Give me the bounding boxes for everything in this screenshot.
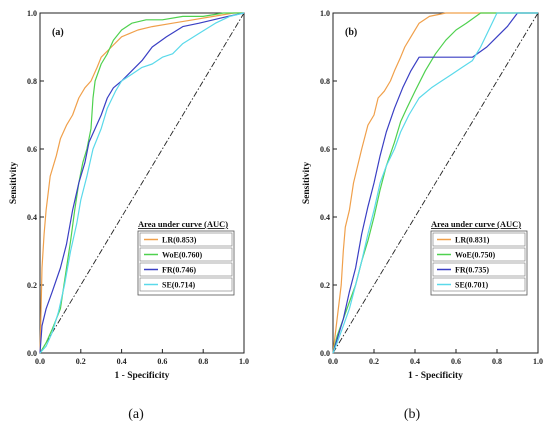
legend-title: Area under curve (AUC) — [138, 219, 228, 229]
x-tick-label: 0.2 — [76, 357, 86, 366]
legend-title: Area under curve (AUC) — [431, 219, 521, 229]
series-line-lr — [39, 12, 244, 354]
legend-entry-box — [139, 232, 233, 247]
y-tick-label: 0.6 — [27, 145, 37, 154]
series-line-woe — [332, 12, 538, 354]
x-tick-label: 1.0 — [533, 357, 543, 366]
series-line-fr — [332, 12, 538, 354]
x-tick-label: 1.0 — [239, 357, 249, 366]
x-axis-label: 1 - Specificity — [115, 371, 170, 381]
series-line-fr — [39, 12, 245, 354]
roc-chart-a: 0.0 0.2 0.4 0.6 0.8 1.0 0.0 0.2 0.4 0.6 0.8 1.0 1 - … — [9, 9, 249, 422]
legend-label: WoE(0.750) — [455, 251, 496, 260]
y-tick-label: 0.0 — [27, 349, 37, 358]
legend-entry-box — [139, 247, 233, 262]
legend-label: WoE(0.760) — [162, 251, 203, 260]
legend-label: SE(0.701) — [455, 281, 488, 290]
series-line-se — [39, 12, 245, 354]
y-tick-label: 0.0 — [320, 349, 330, 358]
x-tick-label: 0.6 — [451, 357, 461, 366]
series-line-se — [332, 12, 538, 354]
y-tick-label: 0.4 — [320, 213, 330, 222]
x-tick-label: 0.0 — [328, 357, 338, 366]
panel-caption: (a) — [128, 407, 144, 422]
y-tick-label: 0.2 — [27, 281, 37, 290]
legend-entry-box — [432, 232, 526, 247]
x-tick-label: 0.4 — [410, 357, 420, 366]
x-tick-label: 0.2 — [369, 357, 379, 366]
x-tick-label: 0.6 — [157, 357, 167, 366]
y-axis-label: Sensitivity — [9, 162, 19, 204]
legend-entry-box — [139, 277, 233, 292]
legend-label: LR(0.831) — [455, 236, 490, 245]
y-tick-label: 0.4 — [27, 213, 37, 222]
series-line-lr — [332, 12, 538, 354]
reference-diagonal — [39, 12, 245, 354]
y-tick-label: 0.6 — [320, 145, 330, 154]
legend-label: LR(0.853) — [162, 236, 197, 245]
y-tick-label: 0.2 — [320, 281, 330, 290]
y-tick-label: 1.0 — [320, 9, 330, 18]
legend-label: FR(0.746) — [162, 266, 196, 275]
x-tick-label: 0.4 — [117, 357, 127, 366]
series-line-woe — [39, 12, 244, 354]
x-tick-label: 0.0 — [35, 357, 45, 366]
reference-diagonal — [332, 12, 539, 354]
x-tick-label: 0.8 — [492, 357, 502, 366]
y-axis-label: Sensitivity — [302, 162, 312, 204]
plot-frame — [39, 12, 245, 354]
legend-entry-box — [432, 247, 526, 262]
panel-tag: (a) — [52, 27, 64, 38]
y-tick-label: 0.8 — [320, 77, 330, 86]
plot-frame — [332, 12, 539, 354]
x-axis-label: 1 - Specificity — [408, 371, 463, 381]
x-tick-label: 0.8 — [198, 357, 208, 366]
y-tick-label: 0.8 — [27, 77, 37, 86]
panel-tag: (b) — [345, 27, 357, 38]
legend-entry-box — [432, 277, 526, 292]
legend-entry-box — [139, 262, 233, 277]
panel-caption: (b) — [404, 407, 421, 422]
y-tick-label: 1.0 — [27, 9, 37, 18]
legend-label: SE(0.714) — [162, 281, 195, 290]
roc-chart-b: 0.0 0.2 0.4 0.6 0.8 1.0 0.0 0.2 0.4 0.6 0.8 1.0 1 - … — [302, 9, 543, 422]
legend-label: FR(0.735) — [455, 266, 489, 275]
legend-entry-box — [432, 262, 526, 277]
